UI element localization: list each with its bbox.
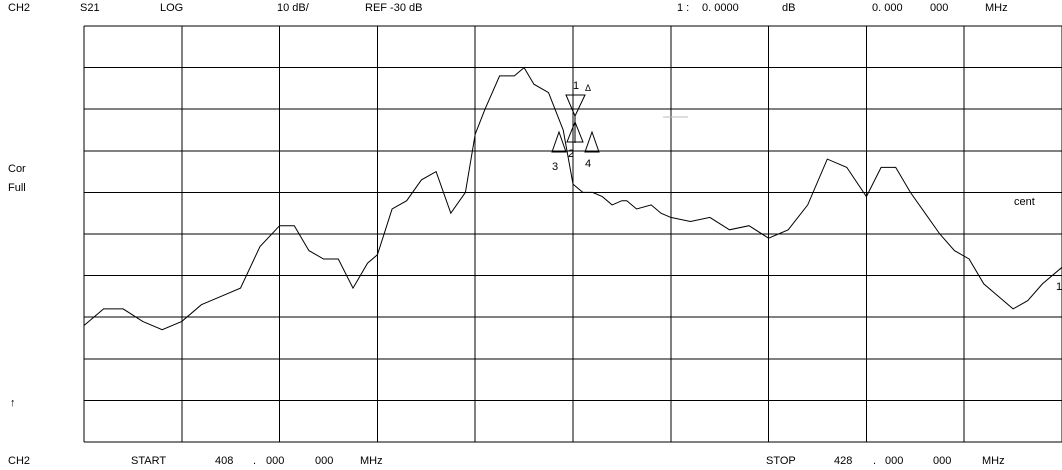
side-full: Full	[8, 182, 26, 194]
graticule	[83, 25, 1062, 443]
header-channel: CH2	[8, 2, 31, 14]
trace-line	[83, 66, 1062, 331]
marker-1-label: 1	[573, 80, 579, 92]
footer-stop-c: 000	[933, 455, 952, 467]
marker-3-label: 3	[552, 161, 558, 173]
footer-start-dot: .	[253, 455, 257, 467]
header-marker-value: 0. 0000	[702, 2, 739, 14]
marker-3-triangle	[551, 130, 567, 153]
marker-1-triangle	[565, 94, 586, 118]
header-marker-unit: dB	[782, 2, 796, 14]
marker-2-label: 2	[568, 148, 574, 160]
footer-start-a: 408	[215, 455, 234, 467]
footer-stop-a: 428	[834, 455, 853, 467]
header-reference: REF -30 dB	[365, 2, 423, 14]
header-marker-freq-a: 0. 000	[872, 2, 903, 14]
marker-4-label: 4	[585, 158, 591, 170]
footer-stop-b: 000	[885, 455, 904, 467]
header-format: LOG	[160, 2, 184, 14]
side-arrow-icon: ↑	[10, 397, 16, 409]
marker-delta-label: Δ	[585, 83, 591, 93]
side-cent: cent	[1014, 196, 1035, 208]
footer-start-b: 000	[266, 455, 285, 467]
header-scale: 10 dB/	[277, 2, 309, 14]
side-cor: Cor	[8, 163, 26, 175]
marker-4-triangle	[584, 130, 600, 153]
footer-start-label: START	[131, 455, 167, 467]
header-marker-freq-unit: MHz	[985, 2, 1008, 14]
footer-stop-dot: .	[873, 455, 877, 467]
header-parameter: S21	[80, 2, 100, 14]
footer-channel: CH2	[8, 455, 31, 467]
end-marker-label: 1	[1056, 281, 1062, 293]
footer-stop-label: STOP	[766, 455, 796, 467]
header-marker-number: 1 :	[677, 2, 690, 14]
footer-start-unit: MHz	[360, 455, 383, 467]
footer-start-c: 000	[315, 455, 334, 467]
header-marker-freq-b: 000	[930, 2, 949, 14]
footer-stop-unit: MHz	[982, 455, 1005, 467]
marker-group: 1 Δ 2 3 4 1	[551, 80, 1062, 293]
